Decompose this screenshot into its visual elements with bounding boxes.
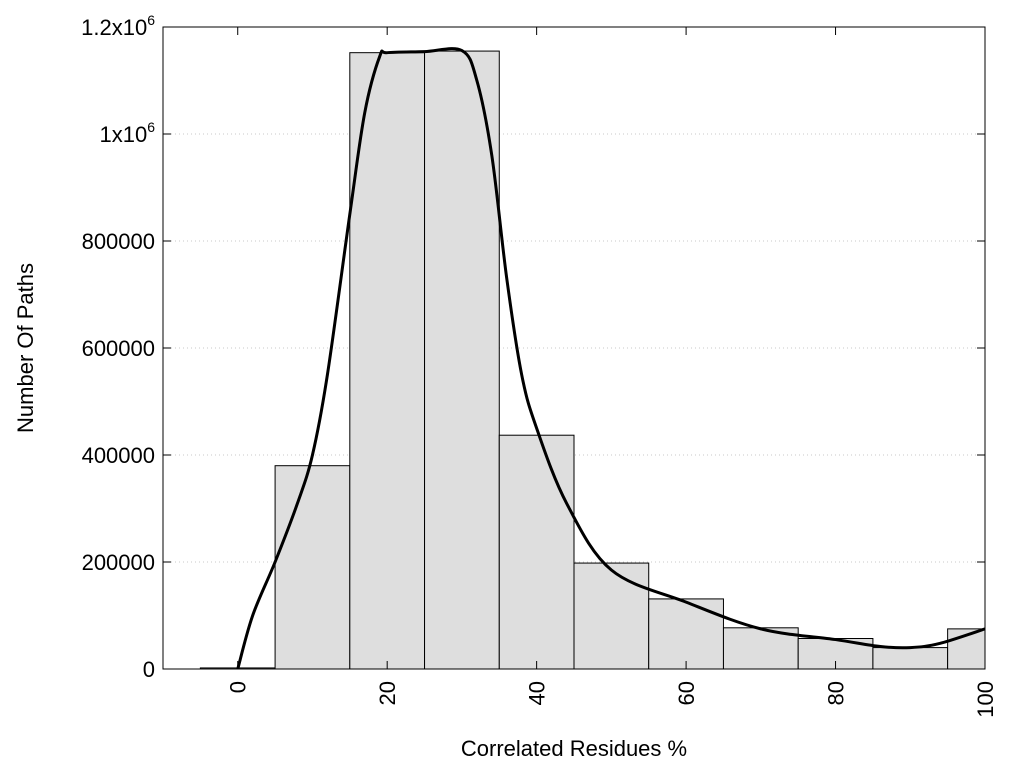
y-tick-label-exponent: 6	[147, 12, 155, 28]
histogram-bar	[424, 50, 500, 670]
histogram-bar	[872, 647, 949, 670]
y-tick-label-base: 1.2x10	[81, 15, 147, 40]
histogram-bar	[498, 434, 575, 670]
y-tick-label-base: 200000	[82, 550, 155, 575]
y-tick-label: 800000	[82, 229, 155, 254]
x-tick-label: 20	[375, 681, 400, 705]
x-axis-ticks: 0 20 40 60 80 100	[226, 27, 998, 718]
y-axis-title: Number Of Paths	[13, 263, 38, 433]
y-tick-label-exponent: 6	[147, 119, 155, 135]
density-curve-line	[236, 47, 986, 670]
x-tick-label: 60	[674, 681, 699, 705]
x-axis-title: Correlated Residues %	[461, 736, 687, 761]
x-tick-label: 100	[973, 681, 998, 718]
y-tick-label: 200000	[82, 550, 155, 575]
y-tick-label-base: 1x10	[99, 122, 147, 147]
histogram-bar	[573, 562, 650, 670]
density-curve	[236, 47, 986, 670]
y-tick-label-base: 400000	[82, 443, 155, 468]
y-tick-label-base: 600000	[82, 336, 155, 361]
y-tick-label-base: 0	[143, 657, 155, 682]
histogram-bar	[274, 465, 351, 670]
y-tick-label: 400000	[82, 443, 155, 468]
y-tick-label-base: 800000	[82, 229, 155, 254]
x-tick-label: 40	[525, 681, 550, 705]
x-tick-label: 0	[226, 681, 251, 693]
bars	[199, 50, 986, 670]
histogram-bar	[648, 598, 724, 670]
histogram-bar	[349, 52, 426, 670]
y-tick-label: 1.2x106	[81, 12, 155, 40]
y-tick-label: 1x106	[99, 119, 155, 147]
y-tick-label: 600000	[82, 336, 155, 361]
x-tick-label: 80	[824, 681, 849, 705]
y-tick-label: 0	[143, 657, 155, 682]
